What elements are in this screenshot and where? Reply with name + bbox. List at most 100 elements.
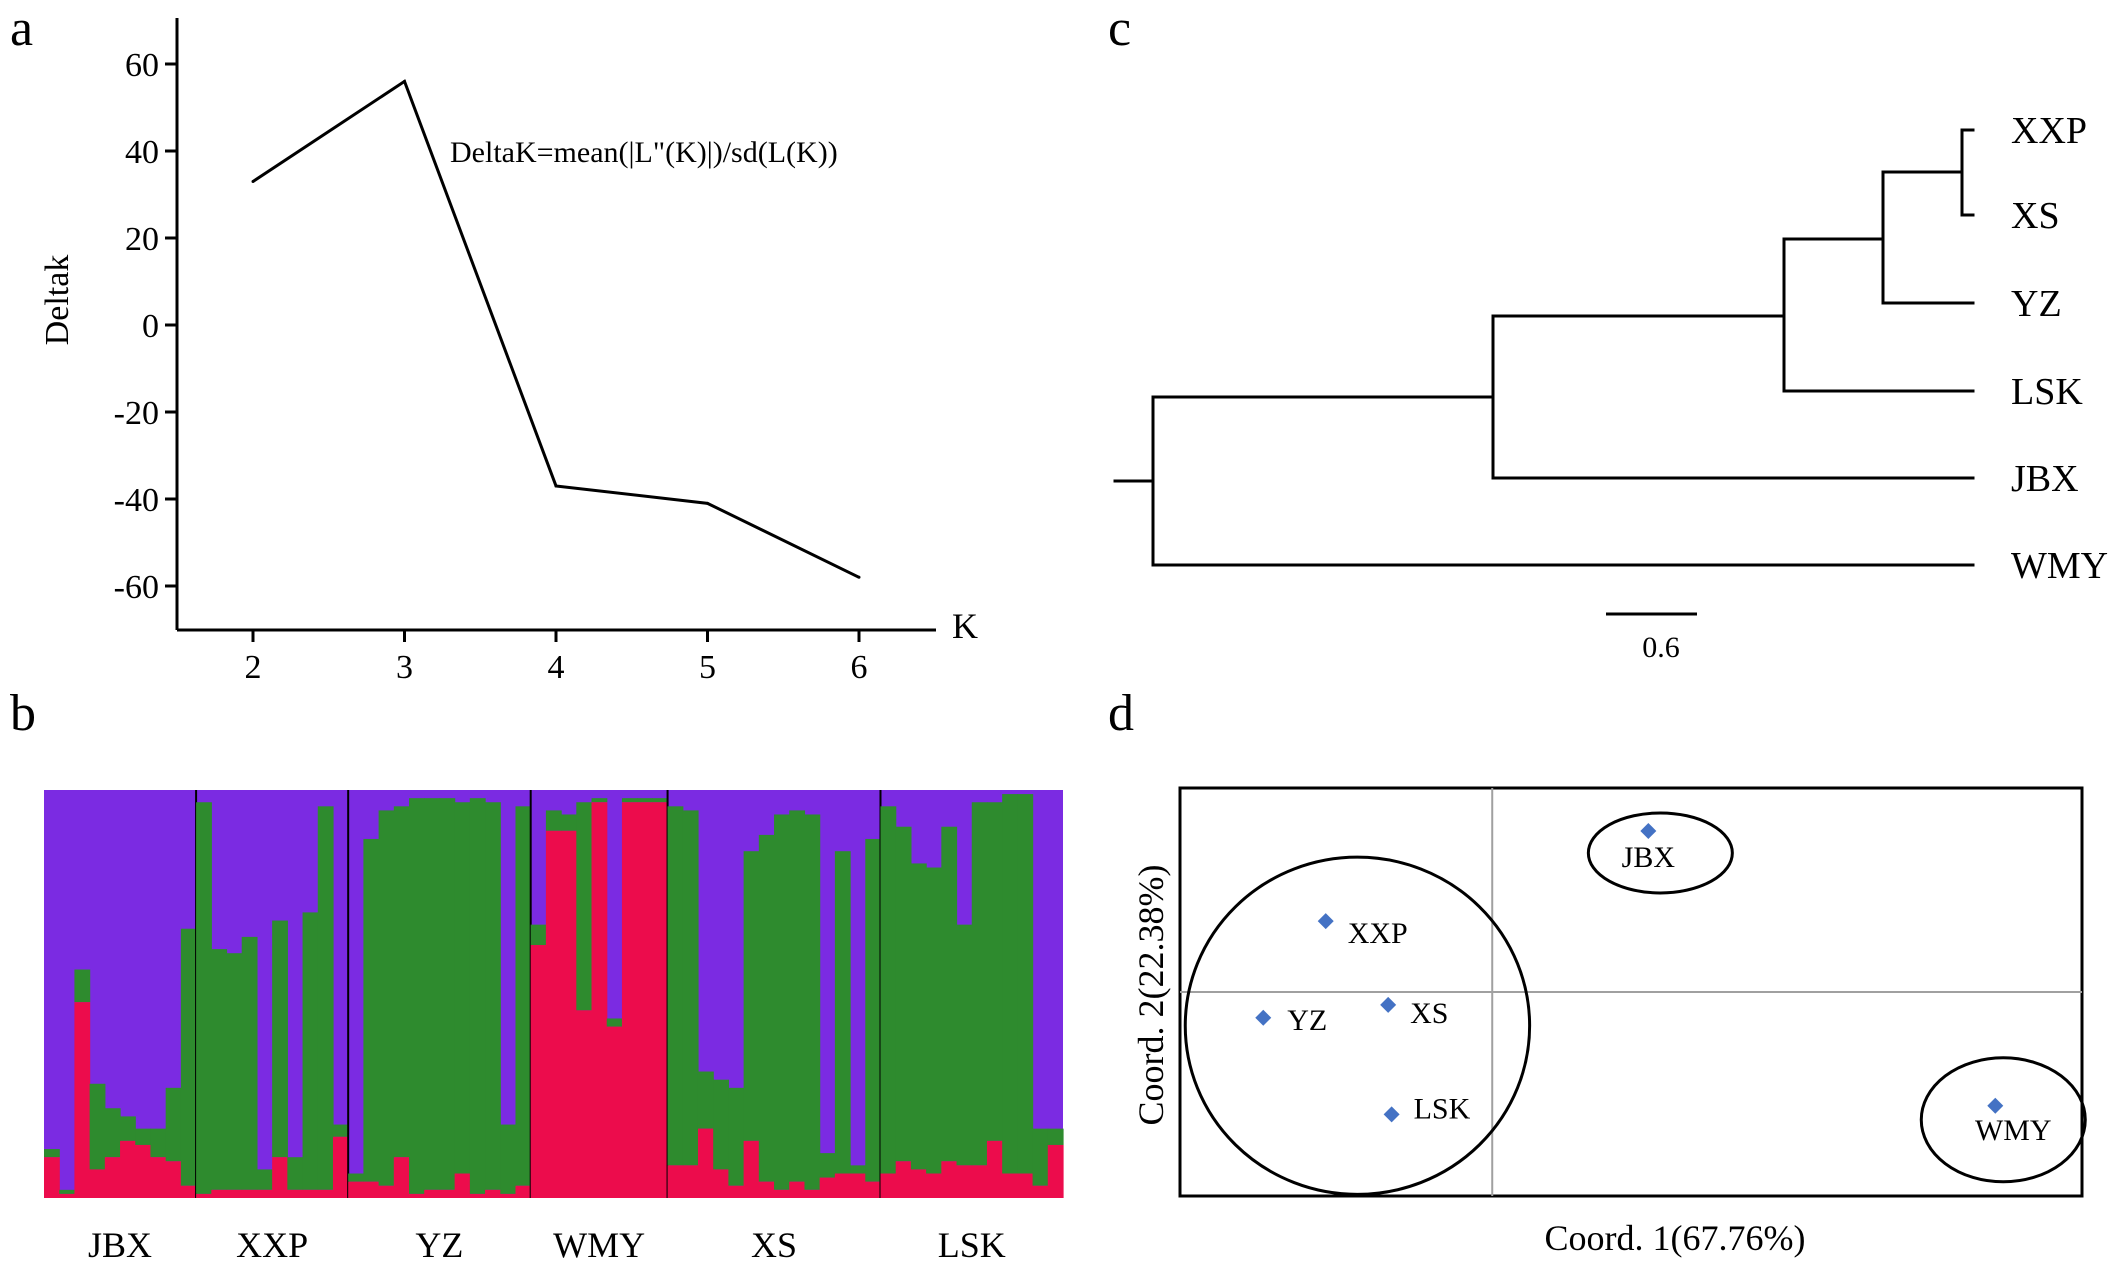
- panel-d-group-ellipse: [1919, 1056, 2087, 1184]
- panel-a-data-point: [706, 501, 709, 505]
- panel-b-bar-cluster2: [606, 1018, 623, 1027]
- panel-c-tip-label: XXP: [2011, 110, 2087, 152]
- panel-b-bar-cluster1: [697, 1128, 714, 1198]
- panel-b-bar-cluster1: [713, 1169, 730, 1198]
- panel-a-x-tick-label: 5: [699, 649, 716, 686]
- panel-a-y-tick-label: 40: [125, 134, 159, 171]
- panel-b-bar-cluster1: [545, 830, 562, 1198]
- panel-b-bar-cluster2: [348, 1173, 364, 1182]
- panel-b-bar-cluster1: [439, 1189, 456, 1198]
- panel-b-bar-cluster2: [804, 814, 821, 1190]
- panel-b-bar-cluster1: [819, 1177, 836, 1198]
- panel-b-bar-cluster1: [789, 1181, 806, 1198]
- panel-a-y-tick-label: -40: [114, 482, 159, 519]
- panel-c-tip-label: WMY: [2011, 545, 2108, 587]
- panel-b-bar-cluster2: [956, 924, 973, 1166]
- panel-b-bar-cluster1: [165, 1161, 182, 1198]
- panel-b-bar-cluster1: [606, 1026, 623, 1198]
- panel-d-group-ellipse: [1586, 811, 1734, 895]
- panel-d-point: [1380, 996, 1397, 1013]
- panel-b-group-label: WMY: [553, 1225, 645, 1265]
- panel-a-plot: [251, 79, 861, 579]
- panel-b-bar-cluster1: [241, 1189, 258, 1198]
- panel-b-bar-cluster1: [576, 1010, 593, 1198]
- panel-b-bar-cluster2: [226, 953, 243, 1190]
- panel-d-plot: JBX XXP YZ XS LSK WMY: [1180, 788, 2087, 1196]
- panel-b-bar-cluster2: [363, 838, 380, 1182]
- panel-b-bar-cluster2: [89, 1083, 106, 1170]
- panel-a-y-tick-label: 0: [142, 308, 159, 345]
- panel-b-bar-cluster2: [1032, 1128, 1049, 1186]
- panel-b-bar-cluster1: [150, 1157, 167, 1198]
- panel-c-tip-label: LSK: [2011, 371, 2083, 413]
- panel-b-bar-cluster1: [409, 1193, 425, 1198]
- panel-b-bar-cluster2: [150, 1128, 167, 1158]
- panel-b-bar-cluster1: [515, 1185, 532, 1198]
- panel-b-bar-cluster2: [850, 1165, 866, 1174]
- panel-d-xlabel: Coord. 1(67.76%): [1545, 1218, 1806, 1258]
- panel-b-bar-cluster2: [971, 802, 988, 1166]
- panel-b-bar-cluster2: [317, 806, 334, 1190]
- panel-b-bar-cluster2: [120, 1116, 136, 1141]
- panel-b-bar-cluster2: [135, 1128, 152, 1145]
- panel-b-group-label: LSK: [938, 1225, 1006, 1265]
- panel-b-bar-cluster2: [652, 798, 669, 803]
- panel-b-bar-cluster1: [667, 1165, 684, 1198]
- panel-d-point: [1987, 1097, 2004, 1114]
- panel-b-bar-cluster2: [728, 1087, 745, 1186]
- panel-b-bar-cluster1: [469, 1193, 486, 1198]
- panel-b-bar-cluster1: [332, 1136, 349, 1198]
- panel-b-bar-cluster1: [135, 1144, 152, 1198]
- panel-d-point-label: LSK: [1414, 1092, 1471, 1125]
- panel-a-xlabel: K: [952, 606, 978, 646]
- panel-a-y-axis: 60 40 20 0 -20 -40 -60: [114, 18, 179, 630]
- panel-b-bar-cluster2: [926, 867, 942, 1174]
- panel-d-point-label: XS: [1410, 997, 1448, 1030]
- panel-c-tip-labels: XXP XS YZ LSK JBX WMY: [2011, 110, 2108, 587]
- panel-b-bar-cluster2: [530, 924, 547, 946]
- panel-b-bar-cluster1: [621, 802, 638, 1198]
- panel-b-bar-cluster1: [728, 1185, 745, 1198]
- panel-b-bar-cluster2: [302, 912, 319, 1190]
- panel-a-data-point: [251, 179, 255, 183]
- panel-b-bar-cluster1: [393, 1157, 410, 1198]
- panel-b-bar-cluster1: [89, 1169, 106, 1198]
- panel-c-tip-label: XS: [2011, 195, 2060, 237]
- panel-b-bar-cluster2: [819, 1153, 836, 1178]
- panel-b-bar-cluster1: [637, 802, 653, 1198]
- panel-b-bar-cluster2: [500, 1124, 517, 1194]
- panel-b-bar-cluster1: [880, 1173, 897, 1198]
- panel-b-bar-cluster2: [165, 1087, 182, 1162]
- panel-b-bar-cluster2: [515, 806, 532, 1186]
- panel-a-data-point: [403, 79, 406, 83]
- panel-b-bar-cluster2: [774, 814, 790, 1190]
- panel-b-bar-cluster1: [743, 1140, 760, 1198]
- panel-b-bar-cluster1: [348, 1181, 364, 1198]
- panel-b-bar-cluster2: [180, 928, 197, 1186]
- panel-a-y-tick-label: -60: [114, 569, 159, 606]
- panel-b-bar-cluster2: [74, 969, 91, 1003]
- panel-b-bar-cluster1: [363, 1181, 380, 1198]
- panel-b-bar-cluster2: [439, 798, 456, 1190]
- panel-d-point-label: YZ: [1287, 1004, 1327, 1037]
- panel-b-bar-cluster1: [424, 1189, 441, 1198]
- panel-b-bar-cluster2: [59, 1189, 76, 1194]
- panel-b-bar-cluster1: [256, 1189, 273, 1198]
- panel-b-bar-cluster2: [272, 920, 288, 1158]
- panel-b-bar-cluster1: [485, 1189, 501, 1198]
- panel-c: c XXP XS YZ LSK JBX WMY 0.6: [1108, 0, 2108, 664]
- panel-a-data-point: [857, 575, 861, 579]
- panel-b-bar-cluster1: [865, 1181, 882, 1198]
- panel-b-bar-cluster1: [74, 1002, 91, 1198]
- panel-c-scale-label: 0.6: [1642, 631, 1680, 664]
- panel-b-bar-cluster1: [682, 1165, 699, 1198]
- panel-b-bar-cluster1: [561, 830, 577, 1198]
- panel-a-y-tick-label: -20: [114, 395, 159, 432]
- panel-b-bar-cluster1: [104, 1157, 121, 1198]
- panel-b-bar-cluster1: [804, 1189, 821, 1198]
- panel-b-group-label: YZ: [415, 1225, 463, 1265]
- panel-b-bar-cluster1: [454, 1173, 471, 1198]
- panel-b-bar-cluster1: [180, 1185, 197, 1198]
- panel-d-point-label: XXP: [1348, 917, 1408, 950]
